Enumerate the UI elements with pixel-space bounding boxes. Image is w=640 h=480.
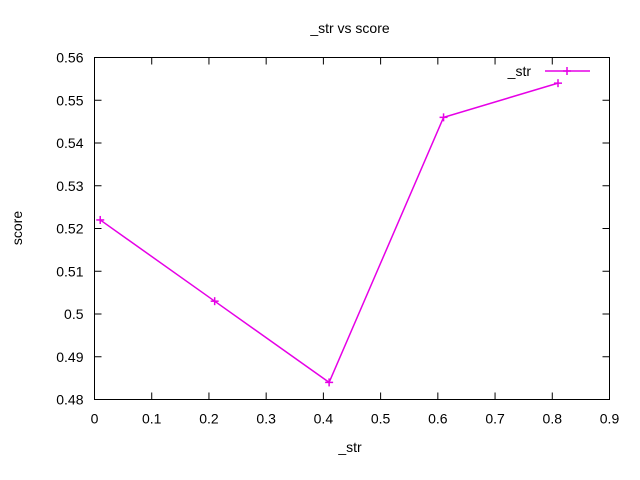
y-tick-label: 0.53 (56, 178, 83, 194)
x-tick-label: 0 (91, 411, 99, 427)
y-tick-label: 0.51 (56, 263, 83, 279)
data-point (325, 378, 334, 387)
x-tick-label: 0.1 (142, 411, 162, 427)
plot-frame (94, 57, 610, 400)
legend: _str (507, 63, 590, 79)
y-axis-label: score (9, 211, 25, 245)
data-point (439, 113, 448, 122)
y-tick-label: 0.54 (56, 135, 83, 151)
chart-title: _str vs score (309, 20, 390, 36)
y-tick-label: 0.55 (56, 92, 83, 108)
data-point (554, 79, 562, 88)
legend-label: _str (507, 63, 532, 79)
x-tick-label: 0.8 (543, 411, 563, 427)
legend-marker (563, 67, 571, 75)
x-tick-label: 0.6 (428, 411, 448, 427)
data-point (96, 215, 105, 224)
axis-ticks: 0 0.1 0.2 0.3 0.4 0.5 0.6 0.7 0.8 0.9 0.48 0.49 0.5 0… (56, 50, 619, 427)
x-tick-label: 0.7 (485, 411, 505, 427)
y-tick-label: 0.5 (64, 306, 84, 322)
x-axis-label: _str (337, 439, 362, 455)
y-tick-label: 0.56 (56, 50, 83, 66)
series-group (96, 79, 562, 387)
y-tick-label: 0.49 (56, 349, 83, 365)
y-tick-label: 0.48 (56, 392, 83, 408)
series-line (99, 82, 559, 384)
x-tick-label: 0.3 (256, 411, 276, 427)
x-tick-label: 0.5 (371, 411, 391, 427)
x-tick-label: 0.9 (600, 411, 620, 427)
x-tick-label: 0.4 (314, 411, 334, 427)
y-tick-label: 0.52 (56, 221, 83, 237)
data-point (210, 297, 219, 306)
x-tick-label: 0.2 (199, 411, 219, 427)
